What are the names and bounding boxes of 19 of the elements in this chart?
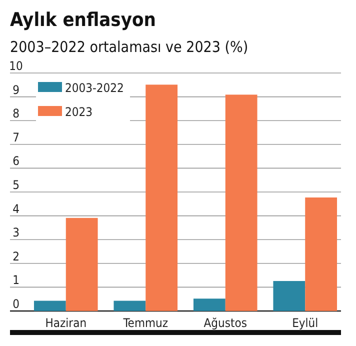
- y-tick-label: 1: [12, 273, 20, 288]
- chart-title: Aylık enflasyon: [10, 9, 156, 31]
- legend-label: 2023: [65, 105, 92, 119]
- x-tick-label: Temmuz: [122, 316, 168, 330]
- y-tick-label: 3: [12, 226, 20, 240]
- y-tick-label: 10: [9, 59, 23, 73]
- y-tick-label: 8: [12, 106, 20, 121]
- y-tick-label: 6: [12, 154, 20, 168]
- y-tick-label: 5: [12, 178, 20, 192]
- x-tick-label: Haziran: [45, 316, 87, 330]
- chart-subtitle: 2003–2022 ortalaması ve 2023 (%): [10, 38, 248, 56]
- y-tick-label: 2: [12, 249, 20, 264]
- y-tick-label: 7: [12, 130, 20, 144]
- x-tick-label: Eylül: [292, 316, 318, 330]
- y-tick-label: 4: [12, 202, 20, 216]
- legend-label: 2003-2022: [65, 81, 124, 95]
- x-tick-label: Ağustos: [204, 316, 248, 330]
- y-tick-label: 0: [12, 297, 20, 311]
- y-tick-label: 9: [12, 82, 20, 97]
